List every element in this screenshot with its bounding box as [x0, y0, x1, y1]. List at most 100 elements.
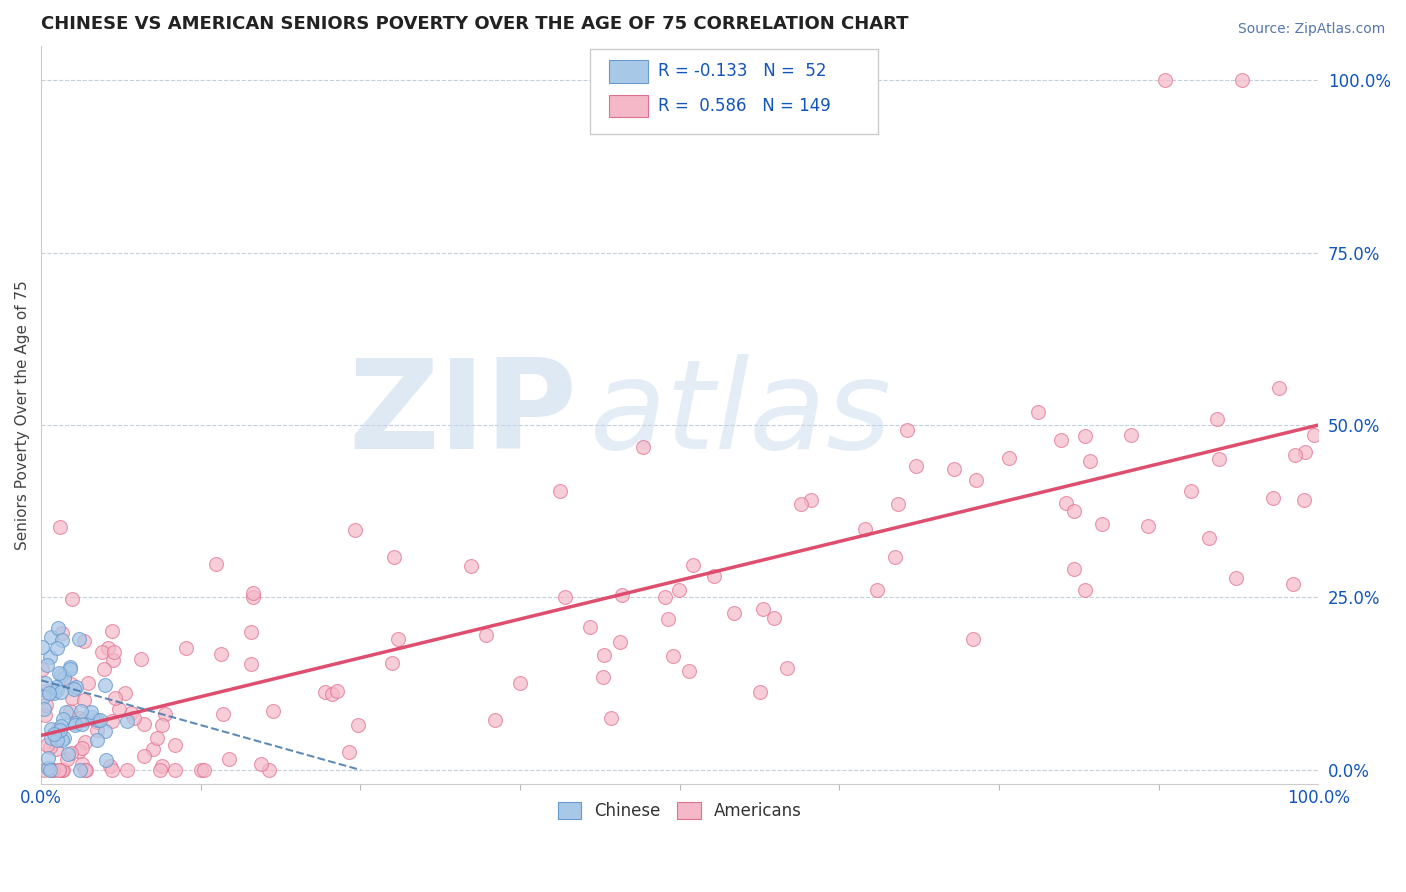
Text: Source: ZipAtlas.com: Source: ZipAtlas.com [1237, 22, 1385, 37]
Point [114, 686, 136, 700]
Point [593, 648, 616, 662]
Bar [609, 95, 648, 117]
Point [101, 763, 124, 777]
Point [49, 668, 72, 682]
Point [69, 763, 91, 777]
Point [86, 723, 108, 738]
Point [678, 664, 700, 678]
Point [1302, 428, 1324, 442]
Point [59, 704, 82, 718]
Point [80, 705, 103, 719]
Point [776, 661, 799, 675]
Point [107, 701, 129, 715]
Point [115, 714, 138, 729]
Point [67, 744, 90, 758]
Point [73, 693, 96, 707]
Point [346, 717, 368, 731]
Point [578, 620, 600, 634]
Point [218, 752, 240, 766]
Point [103, 645, 125, 659]
Point [1225, 571, 1247, 585]
Point [39, 630, 62, 644]
Point [668, 583, 690, 598]
Point [94, 724, 117, 739]
Point [132, 717, 155, 731]
Point [1268, 381, 1291, 395]
Point [242, 586, 264, 600]
Point [39, 739, 62, 754]
Point [101, 624, 124, 638]
Point [896, 423, 918, 437]
Point [344, 523, 367, 537]
Point [321, 687, 343, 701]
Point [75, 734, 97, 748]
Legend: Chinese, Americans: Chinese, Americans [551, 796, 808, 827]
Point [682, 558, 704, 572]
Point [73, 634, 96, 648]
Point [39, 731, 62, 746]
Text: ZIP: ZIP [349, 354, 578, 475]
Point [48, 763, 70, 777]
Point [790, 497, 813, 511]
Point [165, 763, 187, 777]
Point [314, 685, 336, 699]
Point [39, 722, 62, 736]
Point [904, 459, 927, 474]
Point [67, 711, 90, 725]
Point [39, 649, 62, 664]
Point [51, 632, 73, 647]
Point [886, 497, 908, 511]
Point [37, 751, 59, 765]
Point [1063, 504, 1085, 518]
Point [209, 648, 232, 662]
Point [1078, 454, 1101, 468]
Point [460, 559, 482, 574]
Point [80, 710, 103, 724]
Point [96, 753, 118, 767]
Point [174, 641, 197, 656]
Point [153, 707, 176, 722]
Point [1074, 582, 1097, 597]
Point [1198, 531, 1220, 545]
Point [1136, 519, 1159, 533]
Point [34, 698, 56, 713]
Point [59, 746, 82, 760]
Point [86, 733, 108, 747]
Point [1119, 427, 1142, 442]
Point [75, 763, 97, 777]
Point [101, 653, 124, 667]
Point [262, 704, 284, 718]
Point [73, 763, 96, 777]
Point [149, 763, 172, 777]
Point [382, 550, 405, 565]
Point [65, 680, 87, 694]
Point [55, 752, 77, 766]
Point [117, 763, 139, 777]
Point [48, 723, 70, 737]
Point [69, 704, 91, 718]
Point [1054, 496, 1077, 510]
Point [752, 601, 775, 615]
Point [44, 727, 66, 741]
Point [39, 763, 62, 777]
Point [381, 657, 404, 671]
Point [1028, 405, 1050, 419]
Point [1294, 493, 1316, 508]
Point [242, 591, 264, 605]
Point [1263, 491, 1285, 505]
Point [104, 690, 127, 705]
Point [45, 728, 67, 742]
Point [52, 763, 75, 777]
Point [48, 723, 70, 737]
Point [86, 715, 108, 730]
Point [240, 625, 263, 640]
Point [45, 683, 67, 698]
Point [86, 713, 108, 727]
Point [31, 662, 53, 676]
Point [34, 702, 56, 716]
Point [56, 747, 79, 761]
Point [39, 763, 62, 777]
Point [239, 657, 262, 672]
Point [190, 763, 212, 777]
Point [1208, 452, 1230, 467]
